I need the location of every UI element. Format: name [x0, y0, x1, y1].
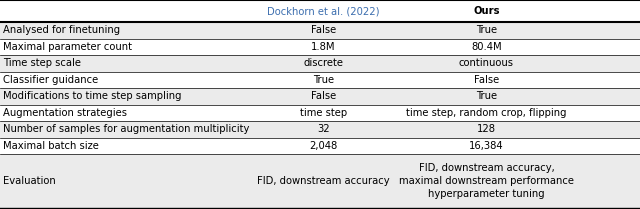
Bar — [0, 121, 640, 138]
Text: Time step scale: Time step scale — [3, 58, 81, 68]
Text: discrete: discrete — [303, 58, 343, 68]
Text: 2,048: 2,048 — [309, 141, 337, 151]
Text: False: False — [474, 75, 499, 85]
Text: time step, random crop, flipping: time step, random crop, flipping — [406, 108, 566, 118]
Bar — [0, 88, 640, 104]
Text: FID, downstream accuracy: FID, downstream accuracy — [257, 176, 390, 186]
Text: True: True — [476, 25, 497, 35]
Text: True: True — [312, 75, 334, 85]
Text: Maximal batch size: Maximal batch size — [3, 141, 99, 151]
Text: Number of samples for augmentation multiplicity: Number of samples for augmentation multi… — [3, 124, 250, 134]
Text: Augmentation strategies: Augmentation strategies — [3, 108, 127, 118]
Text: Analysed for finetuning: Analysed for finetuning — [3, 25, 120, 35]
Text: Classifier guidance: Classifier guidance — [3, 75, 99, 85]
Text: FID, downstream accuracy,
maximal downstream performance
hyperparameter tuning: FID, downstream accuracy, maximal downst… — [399, 163, 574, 199]
Text: Dockhorn et al. (2022): Dockhorn et al. (2022) — [267, 6, 380, 16]
Text: 32: 32 — [317, 124, 330, 134]
Text: 80.4M: 80.4M — [471, 42, 502, 52]
Text: 128: 128 — [477, 124, 496, 134]
Text: 1.8M: 1.8M — [311, 42, 335, 52]
Bar — [0, 154, 640, 208]
Text: Evaluation: Evaluation — [3, 176, 56, 186]
Text: Maximal parameter count: Maximal parameter count — [3, 42, 132, 52]
Text: True: True — [476, 91, 497, 101]
Text: time step: time step — [300, 108, 347, 118]
Bar — [0, 22, 640, 38]
Bar — [0, 55, 640, 71]
Text: False: False — [310, 25, 336, 35]
Text: continuous: continuous — [459, 58, 514, 68]
Text: Ours: Ours — [473, 6, 500, 16]
Text: 16,384: 16,384 — [469, 141, 504, 151]
Text: Modifications to time step sampling: Modifications to time step sampling — [3, 91, 182, 101]
Text: False: False — [310, 91, 336, 101]
